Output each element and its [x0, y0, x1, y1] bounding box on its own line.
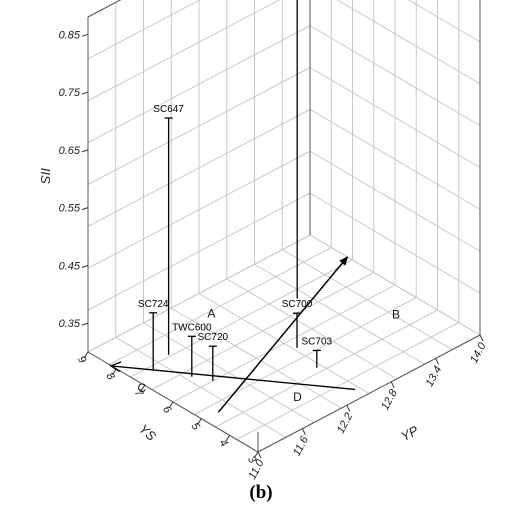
y-tick-mark	[168, 401, 174, 409]
floor-grid-line	[109, 247, 332, 365]
wall-grid-line	[87, 0, 201, 60]
quadrant-arrows	[112, 256, 356, 413]
z-tick-label: 0.45	[59, 260, 81, 272]
z-tick-mark	[81, 322, 89, 326]
x-tick-label: 11.6	[291, 434, 312, 459]
y-tick-label: 6	[160, 404, 174, 417]
x-tick-mark	[301, 428, 306, 435]
region-label-a: A	[207, 306, 215, 320]
z-tick-mark	[81, 33, 89, 37]
wall-grid-line	[87, 67, 311, 185]
floor-grid-line	[151, 272, 374, 390]
x-tick-mark	[257, 451, 262, 459]
z-tick-mark	[81, 207, 89, 211]
x-axis-label: YP	[398, 423, 421, 445]
y-tick-label: 8	[103, 370, 117, 383]
floor-grid-line	[198, 293, 370, 394]
point-label-sc720: SC720	[198, 332, 229, 343]
x-tick-label: 13.4	[424, 364, 445, 389]
y-tick-label: 4	[217, 437, 230, 449]
axis-ticks: 0.350.450.550.650.750.8511.011.612.212.8…	[59, 29, 489, 481]
y-tick-mark	[253, 451, 259, 459]
point-label-sc703: SC703	[302, 336, 333, 347]
chart-walls	[87, 0, 481, 453]
z-tick-label: 0.75	[59, 87, 81, 99]
point-label-sc647: SC647	[153, 104, 184, 115]
z-tick-label: 0.85	[59, 29, 81, 41]
arrow-ys-direction	[112, 366, 356, 391]
z-axis-label: IIS	[38, 168, 53, 184]
y-tick-mark	[140, 385, 146, 392]
data-stems	[149, 0, 321, 381]
point-label-sc700: SC700	[282, 299, 313, 310]
floor-grid-line	[130, 259, 353, 378]
x-tick-mark	[435, 358, 440, 365]
floor-grid-line	[281, 249, 453, 351]
point-label-twc600: TWC600	[172, 322, 212, 333]
wall-grid-line	[336, 0, 481, 85]
x-tick-label: 12.2	[335, 411, 356, 436]
y-tick-mark	[196, 418, 202, 425]
wall-grid-line	[407, 0, 481, 43]
floor-grid-line	[226, 278, 398, 380]
point-label-sc724: SC724	[138, 299, 169, 310]
x-tick-mark	[479, 334, 484, 342]
floor-grid-line	[254, 263, 425, 365]
wall-grid-line	[309, 25, 481, 127]
arrow-yp-direction	[217, 256, 349, 413]
x-tick-label: 14.0	[468, 340, 489, 365]
region-label-c: C	[137, 381, 146, 395]
x-tick-mark	[390, 381, 395, 389]
y-tick-mark	[83, 351, 89, 359]
y-tick-label: 5	[188, 420, 202, 433]
x-tick-label: 12.8	[379, 387, 400, 412]
z-tick-label: 0.35	[59, 318, 81, 330]
x-tick-mark	[346, 404, 351, 412]
wall-grid-line	[87, 0, 281, 102]
region-label-b: B	[392, 308, 400, 322]
box-edge	[257, 334, 481, 453]
z-tick-mark	[81, 91, 89, 95]
wall-grid-line	[87, 25, 311, 144]
point-labels: SC704SC647SC700SC703SC724TWC600SC720	[138, 104, 333, 347]
figure-caption: (b)	[249, 482, 273, 503]
z-tick-mark	[81, 264, 89, 268]
z-tick-label: 0.65	[59, 145, 81, 157]
region-label-d: D	[293, 390, 302, 404]
z-tick-label: 0.55	[59, 203, 81, 215]
y-axis-label: YS	[136, 421, 159, 444]
y-tick-mark	[225, 435, 231, 442]
z-tick-mark	[81, 149, 89, 153]
y-tick-label: 9	[75, 354, 88, 366]
region-labels: A B C D	[137, 306, 400, 404]
